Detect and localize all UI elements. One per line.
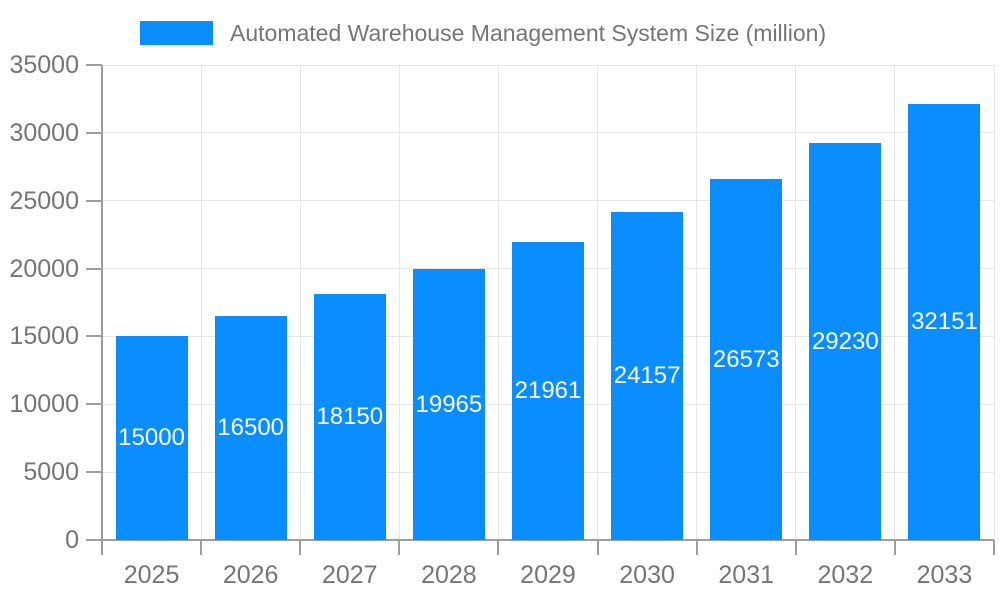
- x-axis-label: 2033: [916, 561, 973, 589]
- x-gridline: [398, 65, 400, 540]
- y-axis-tick: [86, 403, 102, 406]
- x-axis-tick: [497, 540, 500, 555]
- bar-value-label: 32151: [911, 307, 978, 335]
- x-gridline: [795, 65, 797, 540]
- bar-value-label: 15000: [118, 424, 185, 452]
- y-axis-label: 25000: [9, 186, 79, 215]
- y-gridline: [102, 132, 994, 134]
- x-axis-tick: [299, 540, 302, 555]
- bar: 24157: [611, 212, 684, 540]
- y-axis-tick: [86, 267, 102, 270]
- y-axis-line: [101, 65, 103, 555]
- bar: 16500: [214, 316, 287, 540]
- y-axis-label: 15000: [9, 322, 79, 351]
- y-axis-tick: [86, 471, 102, 474]
- y-axis-tick: [86, 131, 102, 134]
- x-axis-label: 2029: [520, 561, 576, 589]
- bar-value-label: 29230: [811, 327, 879, 355]
- bar-value-label: 18150: [316, 402, 384, 430]
- bar-value-label: 19965: [415, 390, 483, 418]
- x-gridline: [497, 65, 499, 540]
- bar: 32151: [908, 103, 981, 540]
- x-gridline: [894, 65, 896, 540]
- x-axis-label: 2031: [718, 561, 775, 589]
- plot-area: 0 5000 10000 15000 20000 25000 30000 35000 2025 2…: [9, 52, 995, 588]
- bar: 19965: [412, 269, 485, 540]
- bar-value-label: 24157: [613, 362, 681, 390]
- y-axis-tick: [86, 539, 102, 541]
- bar-value-label: 16500: [217, 414, 285, 442]
- x-axis-tick: [794, 540, 797, 555]
- bar: 18150: [313, 293, 386, 540]
- y-axis-tick: [86, 199, 102, 202]
- x-axis-tick: [596, 540, 599, 555]
- y-axis-tick: [86, 64, 102, 66]
- x-axis-tick: [101, 540, 103, 555]
- legend: Automated Warehouse Management System Si…: [140, 18, 826, 48]
- x-gridline: [200, 65, 202, 540]
- x-axis-label: 2027: [321, 561, 378, 589]
- y-axis-label: 10000: [9, 390, 79, 419]
- x-axis-tick: [398, 540, 401, 555]
- x-axis-label: 2028: [421, 561, 477, 589]
- x-axis-tick: [200, 540, 203, 555]
- bar-value-label: 21961: [514, 376, 582, 404]
- y-axis-label: 0: [65, 526, 79, 554]
- x-axis-label: 2030: [619, 561, 675, 589]
- bar-value-label: 26573: [712, 345, 780, 373]
- y-axis-label: 30000: [9, 118, 79, 147]
- y-gridline: [102, 64, 994, 66]
- legend-label: Automated Warehouse Management System Si…: [230, 20, 827, 46]
- x-axis-tick: [695, 540, 698, 555]
- x-axis-label: 2025: [123, 561, 180, 589]
- y-gridline: [102, 200, 994, 202]
- y-axis-label: 35000: [9, 51, 79, 79]
- y-axis-tick: [86, 335, 102, 338]
- x-gridline: [993, 65, 995, 540]
- y-axis-label: 20000: [9, 254, 79, 283]
- bar: 15000: [115, 336, 188, 540]
- bar: 29230: [809, 143, 882, 540]
- bar: 21961: [512, 241, 584, 540]
- x-axis-tick: [993, 540, 995, 555]
- x-axis-line: [102, 539, 994, 541]
- x-axis-label: 2032: [817, 561, 874, 589]
- legend-swatch: [140, 21, 213, 45]
- x-gridline: [696, 65, 698, 540]
- x-gridline: [299, 65, 301, 540]
- bar: 26573: [710, 179, 783, 540]
- y-axis-label: 5000: [23, 458, 79, 487]
- x-gridline: [597, 65, 599, 540]
- x-axis-tick: [893, 540, 896, 555]
- x-axis-label: 2026: [222, 561, 279, 589]
